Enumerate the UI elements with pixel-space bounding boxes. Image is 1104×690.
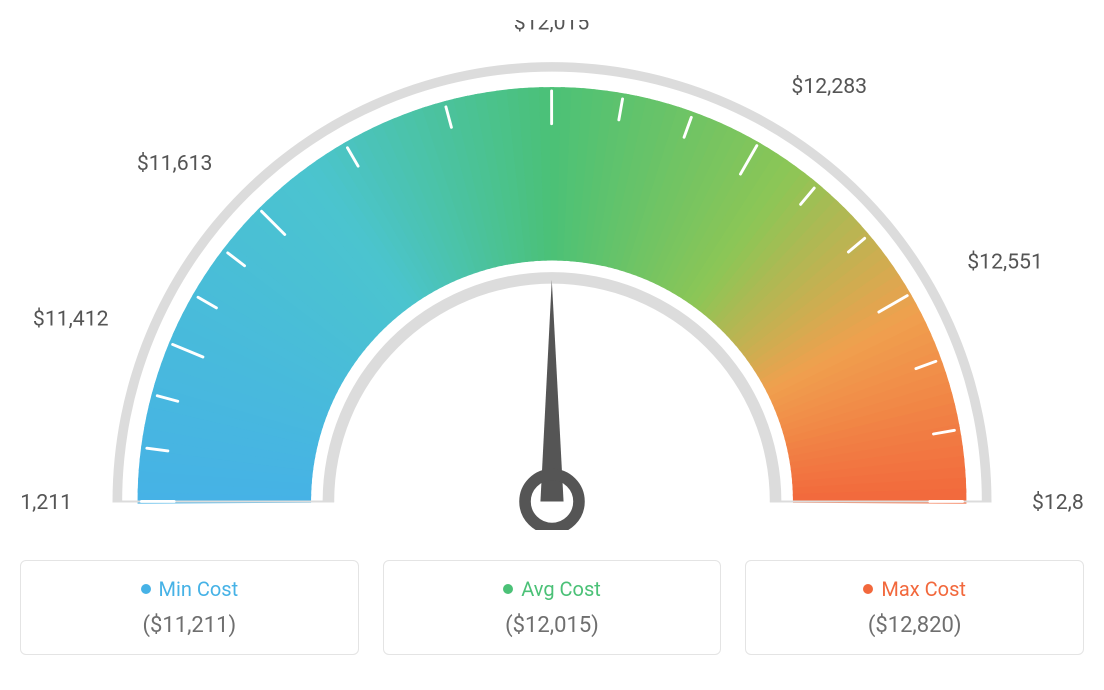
legend-dot-avg — [503, 584, 513, 594]
gauge-tick-label: $12,015 — [514, 20, 590, 35]
legend-label-avg: Avg Cost — [521, 577, 601, 601]
gauge-needle — [540, 280, 563, 502]
legend-title-max: Max Cost — [863, 577, 966, 601]
legend-card-max: Max Cost ($12,820) — [745, 560, 1084, 655]
legend-card-avg: Avg Cost ($12,015) — [383, 560, 722, 655]
legend-value-min: ($11,211) — [142, 613, 236, 638]
gauge-chart: $11,211 $11,412 $11,613 $12,015 $12,283 $12,5… — [20, 20, 1084, 530]
gauge-tick-label: $12,283 — [791, 74, 867, 99]
legend-label-max: Max Cost — [881, 577, 966, 601]
gauge-tick-label: $11,211 — [20, 490, 72, 515]
legend-title-avg: Avg Cost — [503, 577, 601, 601]
legend-label-min: Min Cost — [159, 577, 239, 601]
legend-title-min: Min Cost — [141, 577, 239, 601]
legend-value-max: ($12,820) — [868, 613, 962, 638]
legend-card-min: Min Cost ($11,211) — [20, 560, 359, 655]
cost-gauge-widget: $11,211 $11,412 $11,613 $12,015 $12,283 $12,5… — [20, 20, 1084, 655]
gauge-tick-label: $12,820 — [1032, 490, 1084, 515]
legend-dot-min — [141, 584, 151, 594]
gauge-tick-label: $11,412 — [33, 307, 109, 332]
legend-dot-max — [863, 584, 873, 594]
gauge-svg: $11,211 $11,412 $11,613 $12,015 $12,283 $12,5… — [20, 20, 1084, 530]
legend-row: Min Cost ($11,211) Avg Cost ($12,015) Ma… — [20, 560, 1084, 655]
gauge-tick-label: $12,551 — [967, 250, 1043, 275]
legend-value-avg: ($12,015) — [505, 613, 599, 638]
gauge-tick-label: $11,613 — [137, 151, 213, 176]
